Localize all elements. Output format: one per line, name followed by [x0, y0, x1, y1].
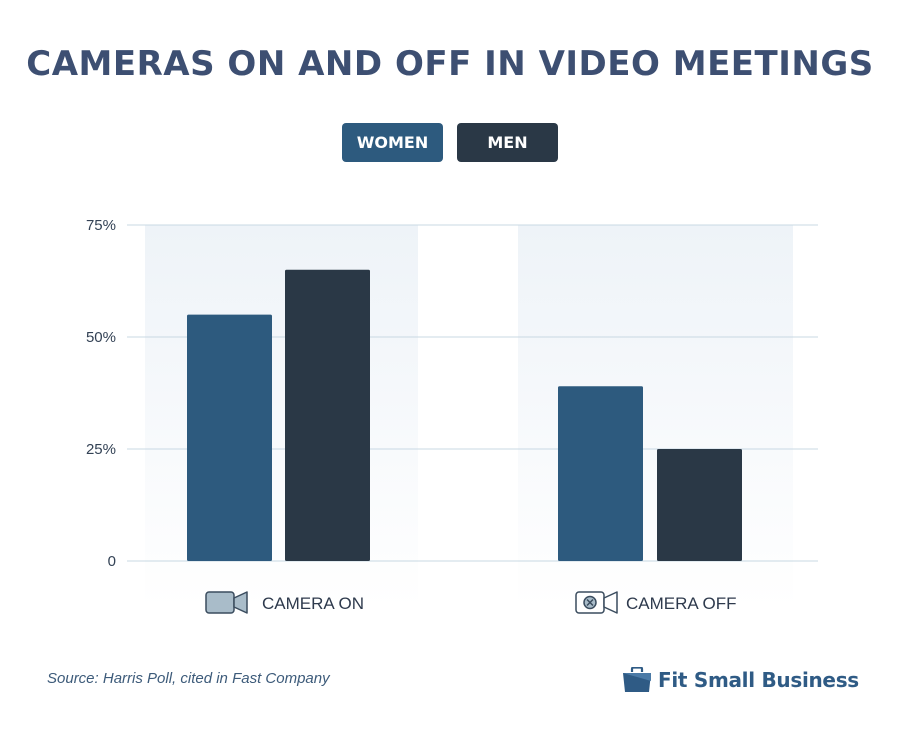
brand-logo: Fit Small Business — [622, 667, 859, 693]
y-tick-label: 25% — [86, 441, 116, 458]
bar-women-1 — [187, 314, 272, 561]
bar-women-2 — [558, 386, 643, 561]
category-band — [145, 225, 418, 608]
bar-men-1 — [285, 269, 370, 561]
y-tick-label: 50% — [86, 329, 116, 346]
legend-men: MEN — [457, 123, 558, 162]
briefcase-icon — [623, 667, 651, 692]
video-camera-icon — [205, 591, 248, 614]
category-label: CAMERA OFF — [626, 594, 737, 613]
legend: WOMEN MEN — [0, 123, 900, 163]
legend-women: WOMEN — [342, 123, 443, 162]
y-tick-label: 0 — [108, 553, 116, 570]
chart-title: CAMERAS ON AND OFF IN VIDEO MEETINGS — [26, 44, 874, 84]
category-label: CAMERA ON — [262, 594, 364, 613]
brand-name: Fit Small Business — [658, 668, 859, 692]
bar-men-2 — [657, 449, 742, 561]
y-tick-label: 75% — [86, 217, 116, 234]
video-camera-off-icon — [575, 591, 618, 614]
source-note: Source: Harris Poll, cited in Fast Compa… — [47, 670, 330, 687]
